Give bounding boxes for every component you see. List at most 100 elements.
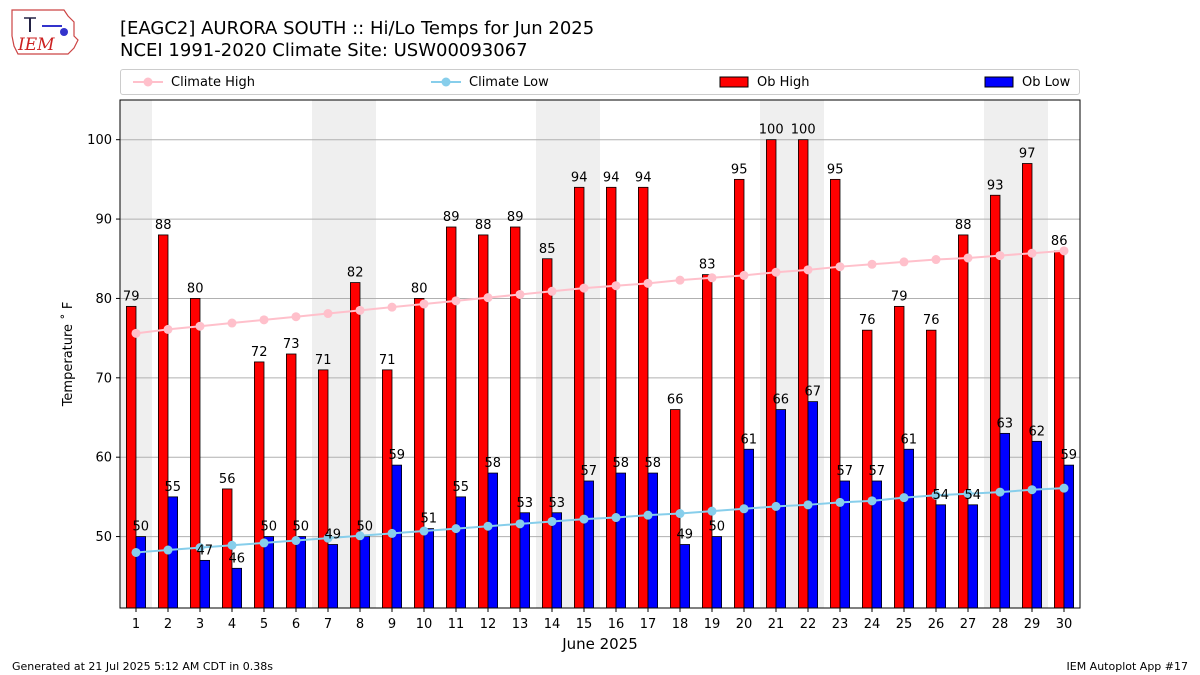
climate-low-point — [323, 533, 333, 543]
x-tick-label: 23 — [832, 617, 849, 632]
climate-high-point — [771, 267, 781, 277]
ob-low-bar — [263, 536, 275, 609]
x-tick-label: 10 — [416, 617, 433, 632]
climate-high-point — [259, 315, 269, 325]
ob-low-value-label: 58 — [613, 456, 630, 471]
x-tick-label: 11 — [448, 617, 465, 632]
ob-high-value-label: 80 — [411, 281, 428, 296]
ob-high-bar — [638, 186, 649, 609]
ob-high-bar — [894, 305, 905, 609]
ob-high-bar — [349, 282, 361, 609]
ob-low-bar — [935, 504, 947, 609]
climate-high-point — [835, 262, 845, 272]
climate-low-point — [931, 490, 941, 500]
ob-high-value-label: 88 — [475, 218, 492, 233]
ob-low-value-label: 49 — [325, 528, 342, 543]
legend-label: Ob High — [757, 74, 810, 90]
climate-high-point — [995, 251, 1005, 261]
ob-low-value-label: 66 — [773, 393, 790, 408]
x-tick-label: 26 — [928, 617, 945, 632]
climate-high-point — [803, 265, 813, 275]
ob-high-bar — [798, 139, 809, 609]
climate-high-point — [323, 309, 333, 319]
x-tick-label: 18 — [672, 617, 689, 632]
x-tick-label: 20 — [736, 617, 753, 632]
ob-low-value-label: 47 — [197, 543, 214, 558]
ob-low-value-label: 67 — [805, 385, 822, 400]
ob-low-value-label: 50 — [709, 520, 726, 535]
x-tick-label: 29 — [1024, 617, 1041, 632]
x-tick-label: 1 — [132, 617, 140, 632]
ob-high-value-label: 93 — [987, 178, 1004, 193]
y-tick-label: 100 — [87, 133, 112, 148]
climate-low-point — [131, 547, 141, 557]
ob-low-value-label: 58 — [485, 456, 502, 471]
ob-high-bar — [542, 258, 553, 609]
x-tick-label: 19 — [704, 617, 721, 632]
ob-low-value-label: 53 — [517, 496, 534, 511]
logo-text: IEM — [17, 35, 55, 55]
ob-high-value-label: 94 — [635, 170, 652, 185]
ob-high-bar — [477, 234, 489, 609]
ob-low-value-label: 49 — [677, 528, 694, 543]
x-tick-label: 24 — [864, 617, 881, 632]
x-tick-label: 12 — [480, 617, 497, 632]
climate-low-point — [547, 516, 557, 526]
ob-high-bar — [445, 226, 457, 609]
ob-high-bar — [574, 186, 585, 609]
ob-low-bar — [647, 472, 659, 609]
ob-low-bar — [679, 544, 691, 609]
ob-low-bar — [423, 528, 435, 609]
climate-high-point — [611, 281, 621, 291]
ob-high-value-label: 89 — [507, 210, 524, 225]
ob-high-value-label: 80 — [187, 281, 204, 296]
ob-low-value-label: 61 — [901, 432, 918, 447]
ob-low-bar — [551, 512, 563, 609]
ob-high-bar — [766, 139, 777, 609]
y-tick-label: 80 — [95, 292, 112, 307]
ob-high-value-label: 79 — [891, 289, 908, 304]
x-tick-label: 30 — [1056, 617, 1073, 632]
ob-low-value-label: 50 — [293, 520, 310, 535]
climate-low-point — [707, 506, 717, 516]
ob-low-value-label: 51 — [421, 512, 438, 527]
ob-high-value-label: 100 — [759, 123, 784, 138]
ob-high-value-label: 83 — [699, 258, 716, 273]
ob-low-bar — [1031, 440, 1043, 609]
climate-high-point — [131, 328, 141, 338]
climate-low-point — [419, 526, 429, 536]
climate-high-point — [931, 255, 941, 265]
climate-low-point — [291, 536, 301, 546]
ob-high-value-label: 72 — [251, 345, 268, 360]
x-tick-label: 14 — [544, 617, 561, 632]
ob-low-value-label: 50 — [357, 520, 374, 535]
ob-low-bar — [231, 567, 243, 609]
ob-high-bar — [670, 409, 681, 609]
x-tick-label: 27 — [960, 617, 977, 632]
ob-low-bar — [199, 559, 211, 609]
climate-low-point — [387, 528, 397, 538]
ob-high-value-label: 88 — [955, 218, 972, 233]
climate-low-point — [675, 509, 685, 519]
climate-high-point — [963, 253, 973, 263]
ob-low-bar — [359, 536, 371, 609]
ob-low-value-label: 54 — [933, 488, 950, 503]
ob-high-value-label: 71 — [379, 353, 396, 368]
climate-high-point — [291, 312, 301, 322]
x-tick-label: 16 — [608, 617, 625, 632]
ob-low-value-label: 55 — [165, 480, 182, 495]
ob-high-value-label: 95 — [827, 162, 844, 177]
ob-low-bar — [999, 432, 1011, 609]
footer-generated-text: Generated at 21 Jul 2025 5:12 AM CDT in … — [12, 660, 273, 673]
ob-low-bar — [967, 504, 979, 609]
ob-low-value-label: 50 — [133, 520, 150, 535]
legend-label: Ob Low — [1022, 74, 1071, 90]
footer-app-text: IEM Autoplot App #17 — [1066, 660, 1189, 673]
ob-high-bar — [285, 353, 297, 609]
ob-low-value-label: 57 — [869, 464, 886, 479]
ob-high-bar — [253, 361, 265, 609]
ob-low-value-label: 59 — [389, 448, 406, 463]
ob-high-value-label: 76 — [859, 313, 876, 328]
ob-low-bar — [455, 496, 467, 609]
